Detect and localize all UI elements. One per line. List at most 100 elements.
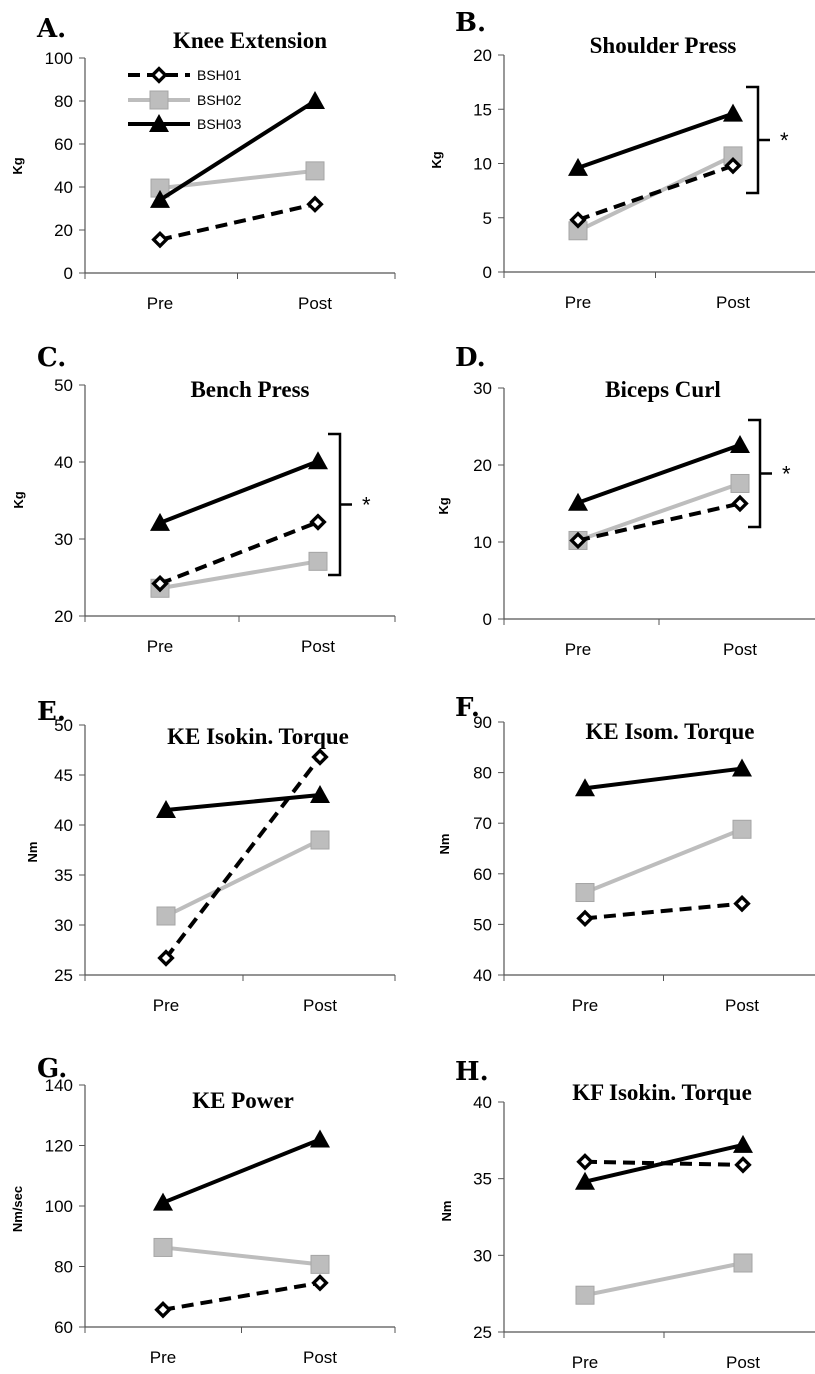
y-tick-label: 60 — [54, 1318, 73, 1337]
series-bsh02 — [575, 1253, 753, 1305]
series-line — [162, 1280, 321, 1312]
marker-square — [149, 90, 169, 110]
y-tick-label: 40 — [54, 178, 73, 197]
series-bsh02 — [156, 830, 330, 926]
significance-bracket: * — [328, 432, 371, 577]
bracket-line — [746, 85, 770, 195]
marker-triangle — [149, 114, 169, 132]
panel-letter: A. — [36, 14, 66, 44]
x-tick-label: Post — [298, 294, 332, 313]
marker-triangle — [150, 512, 170, 531]
marker-diamond-hole — [311, 200, 319, 209]
chart-panel-b: B. Shoulder Press Kg 0 5 10 15 20 Pre Post * — [429, 8, 815, 312]
x-tick-label: Post — [303, 996, 337, 1015]
series-bsh03 — [153, 1129, 330, 1211]
y-tick-label: 80 — [473, 764, 492, 783]
x-tick-label: Post — [725, 996, 759, 1015]
y-tick-label: 20 — [473, 456, 492, 475]
series-line — [164, 755, 322, 960]
legend: BSH01 BSH02 BSH03 — [128, 66, 242, 132]
y-tick-label: 140 — [45, 1076, 73, 1095]
x-tick-label: Pre — [572, 996, 598, 1015]
series-line — [577, 443, 741, 505]
significance-bracket: * — [746, 85, 789, 195]
y-tick-label: 10 — [473, 533, 492, 552]
y-tick-label: 80 — [54, 92, 73, 111]
series-line — [165, 838, 321, 918]
marker-square — [575, 1285, 595, 1305]
series-bsh03 — [568, 434, 750, 511]
y-axis-label: Nm — [439, 1201, 454, 1222]
marker-triangle — [732, 758, 752, 777]
marker-diamond-hole — [581, 1157, 589, 1166]
significance-star: * — [782, 462, 791, 487]
legend-item-bsh03: BSH03 — [128, 114, 242, 132]
series-bsh01 — [157, 748, 329, 967]
marker-square — [733, 1253, 753, 1273]
series-line — [165, 793, 321, 812]
series-line — [577, 163, 734, 222]
marker-triangle — [153, 1192, 173, 1211]
series-bsh02 — [150, 161, 325, 198]
bracket-line — [748, 418, 772, 529]
chart-panel-c: C. Bench Press Kg 20 30 40 50 Pre Post * — [11, 343, 396, 656]
series-line — [159, 520, 319, 586]
y-axis-label: Nm — [437, 834, 452, 855]
marker-diamond-hole — [156, 235, 164, 244]
series-bsh03 — [575, 1134, 753, 1190]
marker-triangle — [310, 1129, 330, 1148]
series-line — [158, 99, 317, 202]
marker-square — [153, 1237, 173, 1257]
chart-panel-h: H. KF Isokin. Torque Nm 25 30 35 40 Pre Post — [439, 1057, 815, 1372]
marker-diamond-hole — [739, 1160, 747, 1169]
panel-letter: E. — [37, 697, 66, 727]
marker-diamond-hole — [574, 215, 582, 224]
legend-item-bsh01: BSH01 — [128, 66, 242, 84]
legend-item-bsh02: BSH02 — [128, 90, 242, 110]
chart-panel-a: A. Knee Extension Kg 0 20 40 60 80 100 Pre Post — [10, 14, 396, 313]
y-tick-label: 40 — [473, 1093, 492, 1112]
y-tick-label: 50 — [54, 716, 73, 735]
y-tick-label: 40 — [54, 816, 73, 835]
marker-square — [732, 819, 752, 839]
marker-triangle — [310, 785, 330, 803]
chart-title: Knee Extension — [173, 28, 327, 53]
series-line — [577, 481, 741, 543]
panel-letter: H. — [455, 1057, 489, 1087]
marker-diamond-hole — [729, 161, 737, 170]
marker-diamond-hole — [574, 536, 582, 545]
series-bsh01 — [569, 494, 749, 550]
x-tick-label: Pre — [150, 1348, 176, 1367]
chart-title: KF Isokin. Torque — [572, 1080, 752, 1105]
marker-triangle — [568, 492, 588, 511]
x-tick-label: Post — [301, 637, 335, 656]
chart-title: Bench Press — [190, 377, 309, 402]
y-tick-label: 25 — [473, 1323, 492, 1342]
series-bsh01 — [151, 513, 327, 593]
y-tick-label: 20 — [54, 221, 73, 240]
panel-letter: D. — [455, 343, 486, 373]
panel-letter: C. — [37, 343, 66, 373]
y-tick-label: 30 — [473, 1246, 492, 1265]
marker-square — [310, 830, 330, 850]
y-tick-label: 60 — [54, 135, 73, 154]
bracket-line — [328, 432, 352, 577]
series-line — [159, 559, 319, 591]
marker-square — [305, 161, 325, 181]
y-axis-label: Kg — [11, 491, 26, 508]
y-tick-label: 5 — [483, 209, 492, 228]
y-tick-label: 0 — [483, 263, 492, 282]
marker-diamond-hole — [155, 71, 163, 79]
marker-triangle — [575, 1171, 595, 1190]
y-tick-label: 35 — [54, 866, 73, 885]
marker-diamond-hole — [316, 753, 324, 761]
marker-triangle — [730, 434, 750, 453]
marker-diamond-hole — [738, 899, 746, 908]
significance-bracket: * — [748, 418, 791, 529]
series-line — [577, 111, 734, 170]
y-tick-label: 100 — [45, 1197, 73, 1216]
series-line — [584, 1142, 744, 1184]
y-tick-label: 35 — [473, 1170, 492, 1189]
y-tick-label: 50 — [473, 915, 492, 934]
y-tick-label: 25 — [54, 966, 73, 985]
